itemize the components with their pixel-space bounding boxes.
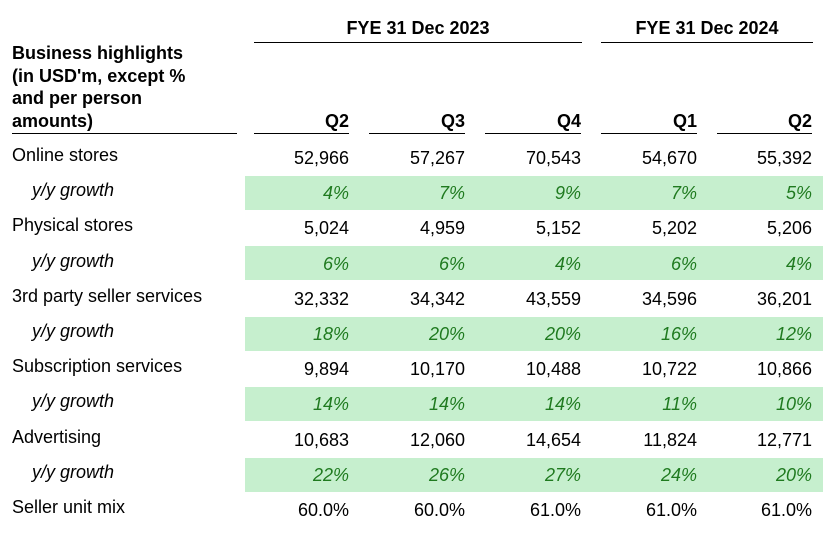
value-cell: 57,267 [409, 148, 465, 168]
title-line: amounts) [12, 110, 93, 131]
quarter-header: Q2 [787, 111, 812, 131]
growth-cell: 14% [428, 394, 465, 415]
value-cell: 12,060 [409, 429, 465, 450]
growth-cell: 26% [428, 464, 465, 485]
value-cell: 9,894 [303, 359, 349, 380]
growth-cell: 7% [670, 183, 697, 204]
growth-band [245, 176, 823, 210]
growth-cell: 12% [775, 324, 812, 344]
growth-cell: 4% [785, 253, 812, 274]
value-cell: 10,488 [525, 359, 581, 380]
value-cell: 14,654 [525, 429, 581, 450]
growth-cell: 6% [322, 253, 349, 274]
growth-cell: 18% [312, 324, 349, 344]
value-cell: 5,206 [766, 218, 812, 239]
value-cell: 43,559 [525, 288, 581, 309]
quarter-header: Q4 [556, 111, 581, 131]
growth-cell: 20% [544, 324, 581, 344]
value-cell: 10,866 [756, 359, 812, 380]
title-line: Business highlights [12, 43, 184, 63]
value-cell: 70,543 [525, 148, 581, 168]
row-label: 3rd party seller services [12, 285, 203, 306]
value-cell: 60.0% [297, 500, 349, 520]
growth-cell: 16% [660, 324, 697, 344]
growth-cell: 22% [312, 464, 349, 485]
value-cell: 60.0% [413, 500, 465, 520]
quarter-header: Q1 [672, 111, 697, 131]
growth-cell: 14% [312, 394, 349, 415]
growth-row-label: y/y growth [32, 391, 115, 412]
title-line: (in USD'm, except % [12, 65, 186, 86]
fy-2023-underline [254, 42, 582, 43]
quarter-underline [717, 133, 812, 134]
growth-cell: 9% [554, 183, 581, 204]
value-cell: 54,670 [641, 148, 697, 168]
quarter-header: Q2 [324, 111, 349, 131]
growth-row-label: y/y growth [32, 180, 115, 201]
growth-cell: 27% [544, 464, 581, 485]
growth-cell: 6% [670, 253, 697, 274]
growth-row-label: y/y growth [32, 250, 115, 271]
value-cell: 10,683 [293, 429, 349, 450]
value-cell: 34,342 [409, 288, 465, 309]
quarter-header: Q3 [440, 111, 465, 131]
value-cell: 11,824 [643, 429, 697, 450]
table-title: Business highlights (in USD'm, except % … [12, 42, 237, 132]
row-label: Subscription services [12, 356, 183, 377]
value-cell: 55,392 [756, 148, 812, 168]
value-cell: 61.0% [760, 500, 812, 520]
value-cell: 5,152 [535, 218, 581, 239]
growth-cell: 10% [775, 394, 812, 415]
growth-cell: 5% [785, 183, 812, 204]
fy-2023-header: FYE 31 Dec 2023 [346, 18, 490, 38]
growth-cell: 20% [775, 464, 812, 485]
growth-band [245, 387, 823, 422]
value-cell: 10,170 [409, 359, 465, 380]
row-label: Online stores [12, 145, 119, 165]
fy-2024-header: FYE 31 Dec 2024 [635, 18, 779, 38]
quarter-underline [601, 133, 697, 134]
row-label: Advertising [12, 426, 102, 447]
growth-row-label: y/y growth [32, 461, 115, 482]
growth-band [245, 457, 823, 492]
quarter-underline [369, 133, 465, 134]
growth-cell: 20% [428, 324, 465, 344]
row-label: Physical stores [12, 215, 134, 236]
value-cell: 10,722 [641, 359, 697, 380]
value-cell: 36,201 [756, 288, 812, 309]
growth-band [245, 246, 823, 281]
growth-cell: 7% [438, 183, 465, 204]
fy-2024-underline [601, 42, 813, 43]
row-label: Seller unit mix [12, 497, 126, 517]
title-underline [12, 133, 237, 134]
growth-cell: 4% [554, 253, 581, 274]
growth-band [245, 316, 823, 351]
value-cell: 52,966 [293, 148, 349, 168]
value-cell: 12,771 [756, 429, 812, 450]
value-cell: 4,959 [419, 218, 465, 239]
value-cell: 5,202 [651, 218, 697, 239]
growth-cell: 14% [544, 394, 581, 415]
value-cell: 61.0% [645, 500, 697, 520]
value-cell: 34,596 [641, 288, 697, 309]
growth-cell: 4% [322, 183, 349, 204]
growth-cell: 6% [438, 253, 465, 274]
value-cell: 5,024 [303, 218, 349, 239]
value-cell: 32,332 [293, 288, 349, 309]
title-line: and per person [12, 88, 143, 108]
quarter-underline [254, 133, 349, 134]
growth-row-label: y/y growth [32, 321, 115, 341]
growth-cell: 24% [660, 464, 697, 485]
growth-cell: 11% [662, 394, 697, 415]
quarter-underline [485, 133, 581, 134]
value-cell: 61.0% [529, 500, 581, 520]
